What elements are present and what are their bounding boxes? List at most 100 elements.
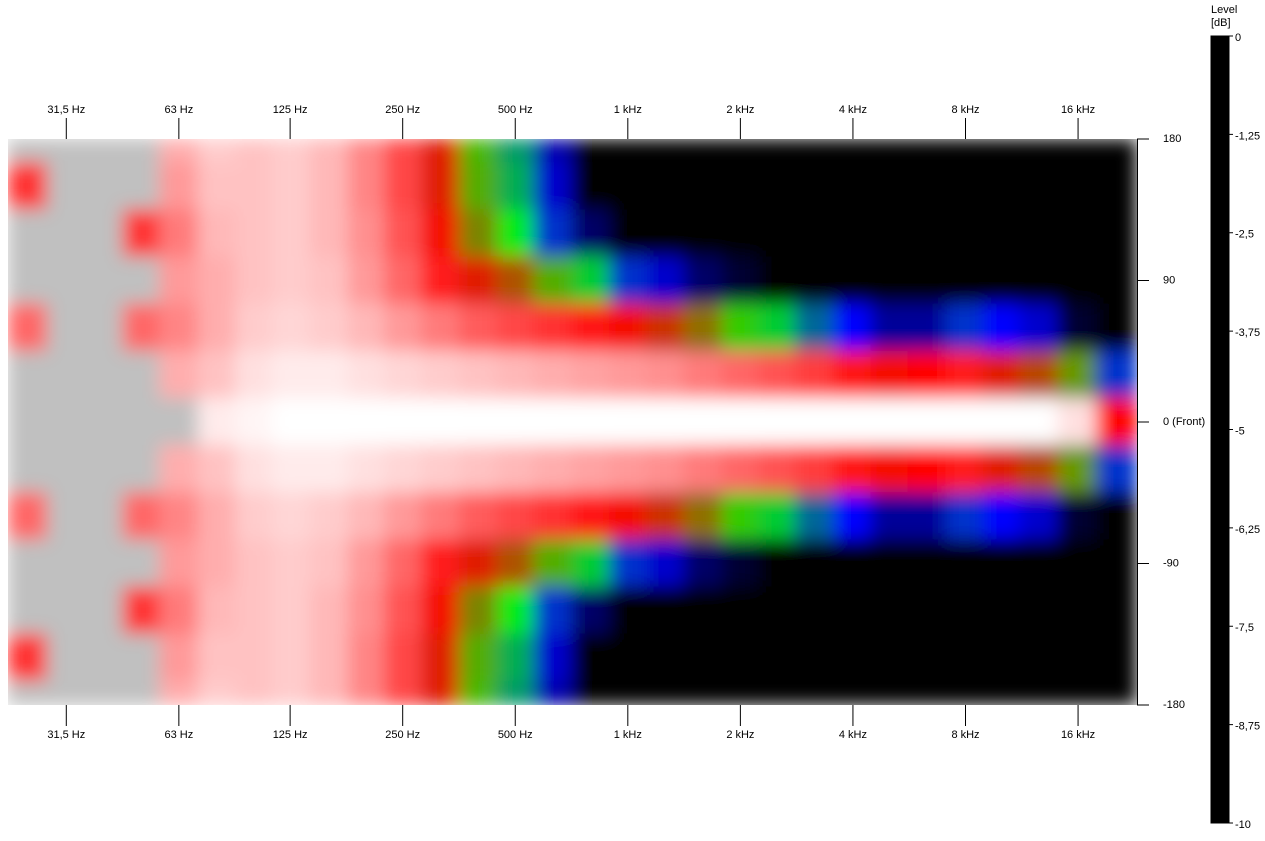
heat-cell (907, 539, 947, 588)
heat-cell (197, 256, 237, 305)
heat-cell (1095, 586, 1137, 635)
heat-cell (609, 445, 647, 494)
heat-cell (1057, 350, 1097, 399)
heat-cell (271, 256, 311, 305)
heat-cell (159, 445, 199, 494)
heat-cell (459, 209, 498, 258)
heat-cell (8, 445, 49, 494)
heat-cell (159, 256, 199, 305)
heat-cell (1057, 680, 1097, 705)
heat-cell (645, 586, 685, 635)
heat-cell (347, 680, 386, 705)
heat-cell (1057, 139, 1097, 164)
heat-cell (721, 633, 759, 682)
heat-cell (159, 397, 199, 447)
heat-cell (721, 492, 759, 541)
heat-cell (983, 680, 1021, 705)
heat-cell (271, 539, 311, 588)
heat-cell (645, 209, 685, 258)
heat-cell (122, 539, 161, 588)
heat-cell (609, 586, 647, 635)
heat-cell (8, 633, 49, 682)
heat-cell (757, 397, 796, 447)
heat-cell (122, 162, 161, 211)
heat-cell (833, 256, 872, 305)
colorbar-tick-label: -2,5 (1235, 229, 1254, 241)
heat-cell (533, 445, 573, 494)
heat-cell (347, 633, 386, 682)
heat-cell (384, 445, 422, 494)
heat-cell (122, 492, 161, 541)
heat-cell (8, 586, 49, 635)
y-tick-label: 0 (Front) (1163, 416, 1205, 428)
heat-cell (533, 397, 573, 447)
heat-cell (757, 162, 796, 211)
heat-cell (347, 209, 386, 258)
heat-cell (983, 397, 1021, 447)
heat-cell (459, 397, 498, 447)
heat-cell (907, 303, 947, 352)
heat-cell (721, 209, 759, 258)
heat-cell (85, 445, 124, 494)
heat-cell (609, 539, 647, 588)
heat-cell (757, 633, 796, 682)
heat-cell (870, 492, 909, 541)
x-tick-label-top: 4 kHz (839, 104, 867, 116)
heat-cell (983, 256, 1021, 305)
heat-cell (983, 350, 1021, 399)
heat-cell (47, 139, 87, 164)
heat-cell (496, 397, 535, 447)
heat-cell (1057, 586, 1097, 635)
heat-cell (1095, 539, 1137, 588)
heat-cell (197, 445, 237, 494)
heat-cell (833, 139, 872, 164)
heat-cell (571, 680, 611, 705)
x-tick-label-top: 31,5 Hz (47, 104, 85, 116)
heat-cell (159, 209, 199, 258)
heat-cell (8, 256, 49, 305)
heat-cell (309, 303, 349, 352)
heat-cell (645, 350, 685, 399)
heat-cell (870, 209, 909, 258)
heat-cell (833, 633, 872, 682)
heat-cell (683, 256, 723, 305)
x-tick-label-bottom: 2 kHz (726, 729, 754, 741)
heat-cell (459, 680, 498, 705)
heat-cell (8, 397, 49, 447)
x-tick-label-top: 125 Hz (273, 104, 308, 116)
heat-cell (794, 539, 835, 588)
heat-cell (907, 633, 947, 682)
heat-cell (235, 162, 273, 211)
heat-cell (870, 350, 909, 399)
heat-cell (609, 350, 647, 399)
heat-cell (1019, 139, 1059, 164)
heat-cell (420, 492, 461, 541)
heat-cell (309, 139, 349, 164)
heat-cell (496, 680, 535, 705)
heat-cell (833, 586, 872, 635)
heat-cell (1095, 209, 1137, 258)
colorbar-tick-label: -3,75 (1235, 327, 1260, 339)
heat-cell (85, 539, 124, 588)
heat-cell (1057, 397, 1097, 447)
heat-cell (571, 492, 611, 541)
heat-cell (1057, 539, 1097, 588)
heat-cell (347, 397, 386, 447)
heat-cell (870, 633, 909, 682)
heat-cell (533, 586, 573, 635)
heat-cell (235, 139, 273, 164)
heat-cell (8, 162, 49, 211)
heat-cell (609, 162, 647, 211)
heat-cell (8, 680, 49, 705)
heat-cell (757, 680, 796, 705)
heat-cell (122, 445, 161, 494)
heat-cell (1095, 162, 1137, 211)
colorbar-tick-label: -8,75 (1235, 721, 1260, 733)
heat-cell (833, 303, 872, 352)
heat-cell (309, 539, 349, 588)
heat-cell (571, 397, 611, 447)
heat-cell (794, 350, 835, 399)
heat-cell (983, 303, 1021, 352)
x-tick-label-bottom: 31,5 Hz (47, 729, 85, 741)
heat-cell (609, 209, 647, 258)
